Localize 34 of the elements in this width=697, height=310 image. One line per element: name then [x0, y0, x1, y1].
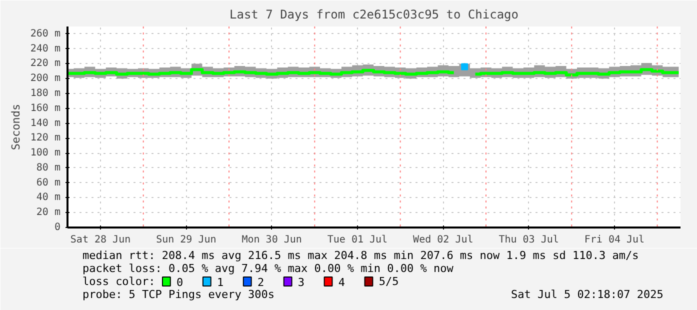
legend-label: 0	[176, 276, 184, 289]
legend-title: loss color:	[82, 275, 156, 288]
y-tick-label: 60 m	[36, 177, 61, 188]
y-tick-label: 80 m	[36, 162, 61, 174]
legend-label: 5/5	[378, 275, 399, 288]
x-tick-label: Wed 02 Jul	[413, 234, 474, 246]
y-tick-label: 260 m	[30, 28, 61, 40]
y-axis-title: Seconds	[9, 104, 22, 150]
text: Sat Jul 5 02:18:07 2025	[511, 288, 664, 301]
y-tick-label: 100 m	[30, 148, 61, 159]
x-tick-label: Thu 03 Jul	[498, 234, 559, 246]
chart-title: Last 7 Days from c2e615c03c95 to Chicago	[230, 8, 518, 22]
legend-label: 1	[217, 276, 224, 289]
text: probe: 5 TCP Pings every 300s	[82, 288, 275, 301]
y-tick-label: 240 m	[30, 43, 61, 54]
y-tick-label: 120 m	[30, 132, 61, 144]
y-tick-label: 220 m	[30, 58, 61, 70]
text: packet loss: 0.05 % avg 7.94 % max 0.00 % min 0.00 % now	[82, 262, 454, 275]
y-tick-label: 140 m	[30, 118, 61, 129]
x-tick-label: Sat 28 Jun	[70, 234, 131, 246]
y-tick-label: 200 m	[30, 73, 61, 84]
y-tick-label: 0	[54, 222, 61, 233]
y-tick-label: 20 m	[36, 207, 61, 218]
y-tick-label: 40 m	[36, 192, 61, 204]
legend-label: 2	[257, 276, 264, 289]
y-tick-label: 160 m	[30, 102, 61, 114]
x-tick-label: Mon 30 Jun	[242, 234, 302, 246]
legend-label: 3	[298, 276, 305, 289]
text: median rtt: 208.4 ms avg 216.5 ms max 204.8 ms min 207.6 ms now 1.9 ms sd 110.3 am/s	[82, 249, 639, 262]
x-tick-label: Sun 29 Jun	[156, 234, 216, 246]
legend-label: 4	[338, 276, 346, 289]
x-tick-label: Fri 04 Jul	[584, 234, 645, 246]
y-tick-label: 180 m	[30, 88, 61, 99]
x-tick-label: Tue 01 Jul	[327, 234, 388, 246]
